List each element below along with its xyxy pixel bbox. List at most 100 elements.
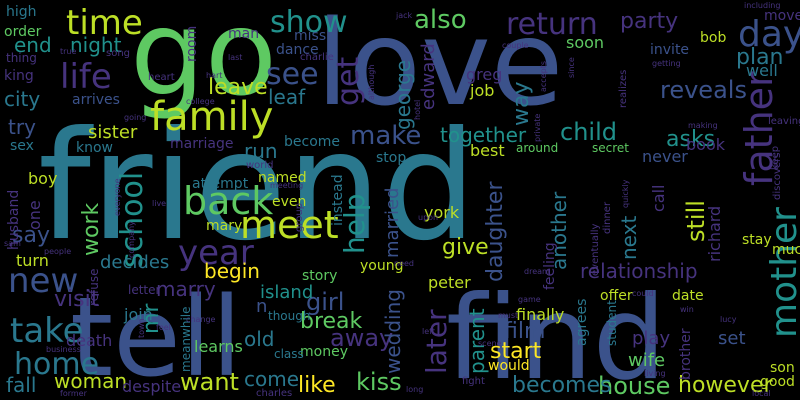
cloud-word-go: go (130, 0, 277, 122)
cloud-word-book: book (686, 135, 726, 154)
cloud-word-song: song (106, 48, 130, 59)
cloud-word-quickly: quickly (621, 179, 630, 208)
cloud-word-home: home (14, 347, 99, 382)
cloud-word-away: away (330, 324, 393, 352)
cloud-word-discovers: discovers (772, 153, 783, 200)
cloud-word-realizes: realizes (618, 70, 629, 108)
cloud-word-kiss: kiss (356, 368, 402, 396)
cloud-word-local: local (752, 389, 771, 398)
cloud-word-n: n (256, 296, 267, 317)
cloud-word-husband: husband (6, 190, 22, 250)
cloud-word-school: school (115, 172, 150, 268)
cloud-word-york: york (424, 203, 460, 222)
cloud-word-class: class (274, 347, 304, 361)
cloud-word-would: would (488, 358, 530, 374)
cloud-word-set: set (718, 328, 746, 349)
cloud-word-including: including (744, 1, 780, 10)
cloud-word-boy: boy (28, 169, 57, 188)
cloud-word-want: want (180, 368, 239, 396)
cloud-word-death: death (66, 331, 112, 350)
cloud-word-later: later (420, 309, 453, 374)
cloud-word-back: back (183, 179, 273, 223)
cloud-word-marry: marry (156, 277, 216, 301)
cloud-word-island: island (260, 282, 313, 303)
cloud-word-people: people (44, 247, 71, 256)
cloud-word-family: family (150, 94, 273, 140)
cloud-word-order: order (4, 24, 42, 40)
cloud-word-sam: sam (4, 239, 21, 248)
cloud-word-daughter: daughter (483, 181, 508, 282)
cloud-word-meeting: meeting (270, 181, 303, 190)
cloud-word-parent: parent (465, 308, 489, 374)
cloud-word-since: since (567, 57, 576, 78)
cloud-word-long: long (406, 385, 423, 394)
cloud-word-play: play (632, 328, 670, 349)
cloud-word-love: love (316, 0, 563, 132)
cloud-word-take: take (10, 311, 84, 351)
cloud-word-leaf: leaf (268, 85, 306, 109)
cloud-word-never: never (642, 147, 688, 166)
cloud-word-king: king (4, 68, 34, 84)
cloud-word-come: come (244, 367, 299, 391)
cloud-word-around: around (516, 141, 558, 155)
cloud-word-despite: despite (122, 377, 181, 396)
cloud-word-reveals: reveals (660, 76, 747, 104)
cloud-word-could: could (632, 289, 654, 298)
cloud-word-girl: girl (306, 288, 344, 316)
cloud-word-attempt: attempt (192, 176, 249, 192)
cloud-word-time: time (66, 3, 143, 43)
cloud-word-win: win (680, 305, 694, 314)
cloud-word-finally: finally (516, 305, 564, 324)
cloud-word-eventually: eventually (590, 223, 601, 276)
cloud-word-arrives: arrives (72, 92, 120, 108)
cloud-word-dance: dance (276, 42, 319, 58)
cloud-word-greg: greg (466, 65, 502, 84)
cloud-word-party: party (620, 9, 678, 34)
cloud-word-next: next (617, 216, 641, 260)
cloud-word-join: join (123, 305, 153, 324)
cloud-word-need: need (394, 259, 414, 268)
cloud-word-company: company (127, 221, 136, 258)
cloud-word-feel: feel (156, 323, 171, 332)
cloud-word-son: son (770, 360, 795, 376)
cloud-word-relationship: relationship (580, 259, 698, 283)
cloud-word-find: find (446, 271, 666, 400)
cloud-word-say: say (12, 223, 50, 248)
cloud-word-hotel: hotel (413, 100, 422, 120)
cloud-word-give: give (442, 235, 489, 260)
cloud-word-going: going (124, 113, 146, 122)
cloud-word-old: old (244, 327, 275, 351)
cloud-word-fight: fight (462, 376, 485, 387)
cloud-word-feeling: feeling (542, 242, 558, 290)
cloud-word-named: named (258, 170, 307, 186)
cloud-word-keep: keep (770, 146, 781, 170)
cloud-word-couple: couple (502, 41, 529, 50)
cloud-word-see: see (266, 57, 319, 92)
cloud-word-soon: soon (566, 33, 604, 52)
cloud-word-way: way (509, 82, 534, 127)
cloud-word-heart: heart (148, 72, 175, 83)
cloud-word-left: left (422, 327, 435, 336)
cloud-word-man: man (228, 26, 259, 42)
cloud-word-though: though (268, 309, 310, 323)
cloud-word-charles: charles (256, 388, 292, 399)
cloud-word-lucy: lucy (720, 315, 737, 324)
cloud-word-thing: thing (6, 51, 37, 65)
cloud-word-wife: wife (628, 350, 665, 371)
cloud-word-leaving: leaving (768, 116, 800, 127)
cloud-word-change: change (186, 315, 216, 324)
cloud-word-edward: edward (418, 43, 439, 110)
cloud-word-instead: instead (330, 174, 346, 226)
cloud-word-sister: sister (88, 122, 138, 143)
cloud-word-good: good (760, 374, 795, 390)
cloud-word-job: job (469, 81, 494, 100)
cloud-word-world: world (246, 160, 274, 171)
cloud-word-student: student (605, 300, 619, 346)
cloud-word-letter: letter (128, 283, 161, 297)
cloud-word-accepts: accepts (539, 61, 548, 92)
cloud-word-story: story (302, 268, 337, 284)
cloud-word-call: call (649, 185, 668, 213)
cloud-word-george: george (391, 60, 415, 130)
